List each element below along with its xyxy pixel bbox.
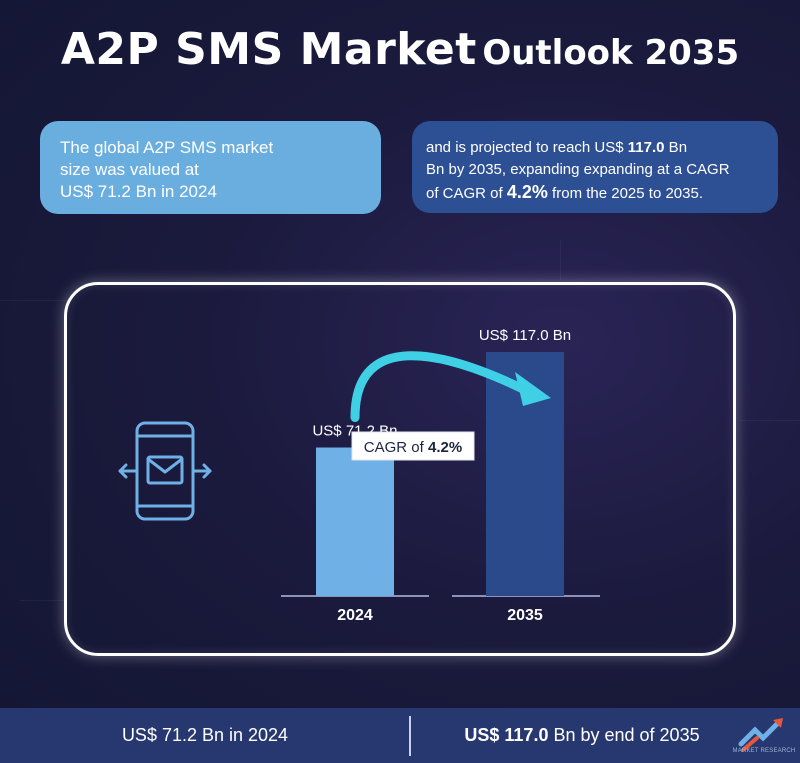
background-circuit-line <box>0 300 70 301</box>
logo-text: MARKET RESEARCH <box>732 748 796 754</box>
right-box-line-1: and is projected to reach US$ 117.0 Bn <box>426 137 764 159</box>
category-label-2035: 2035 <box>507 607 543 624</box>
page-title: A2P SMS Market Outlook 2035 <box>0 24 800 75</box>
footer-value-2035-bold: US$ 117.0 <box>464 725 549 745</box>
background-circuit-line <box>560 240 561 280</box>
right-box-line-1-post: Bn <box>664 139 688 156</box>
footer-value-2035-rest: Bn by end of 2035 <box>548 725 700 745</box>
market-projection-box: and is projected to reach US$ 117.0 Bn B… <box>412 121 778 213</box>
right-box-line-3: of CAGR of 4.2% from the 2025 to 2035. <box>426 181 764 205</box>
cagr-arrow-head <box>515 372 551 406</box>
footer-bar: US$ 71.2 Bn in 2024 US$ 117.0 Bn by end … <box>0 708 800 763</box>
chart-frame <box>64 282 736 656</box>
cagr-annotation-box <box>351 431 475 461</box>
right-box-line-2: Bn by 2035, expanding expanding at a CAG… <box>426 161 730 178</box>
market-value-2024-box: The global A2P SMS market size was value… <box>40 121 381 214</box>
footer-value-2024: US$ 71.2 Bn in 2024 <box>121 725 289 745</box>
left-box-line-1: The global A2P SMS market <box>60 138 274 157</box>
footer-divider <box>409 716 411 756</box>
cagr-annotation-text: CAGR of 4.2% <box>364 439 462 456</box>
background-circuit-line <box>740 420 800 421</box>
left-box-line-3: US$ 71.2 Bn in 2024 <box>60 182 217 201</box>
right-box-cagr-value: 4.2% <box>506 182 548 202</box>
right-box-line-1-bold: 117.0 <box>627 139 665 156</box>
right-box-line-1-pre: and is projected to reach US$ <box>426 139 628 156</box>
bar-value-label-2035: US$ 117.0 Bn <box>479 327 571 344</box>
title-sub: Outlook 2035 <box>482 33 740 73</box>
market-research-logo-icon <box>738 718 783 752</box>
footer-value-2035: US$ 117.0 Bn by end of 2035 <box>412 708 752 763</box>
category-label-2024: 2024 <box>337 607 373 624</box>
left-box-line-2: size was valued at <box>60 160 199 179</box>
cagr-arrow <box>350 351 530 423</box>
right-box-line-3-post: from the 2025 to 2035. <box>547 185 703 202</box>
title-main: A2P SMS Market <box>60 24 477 75</box>
right-box-line-3-pre: of CAGR of <box>426 185 507 202</box>
bar-2024 <box>316 447 394 596</box>
background-circuit-line <box>20 600 64 601</box>
sms-phone-icon <box>118 421 212 521</box>
